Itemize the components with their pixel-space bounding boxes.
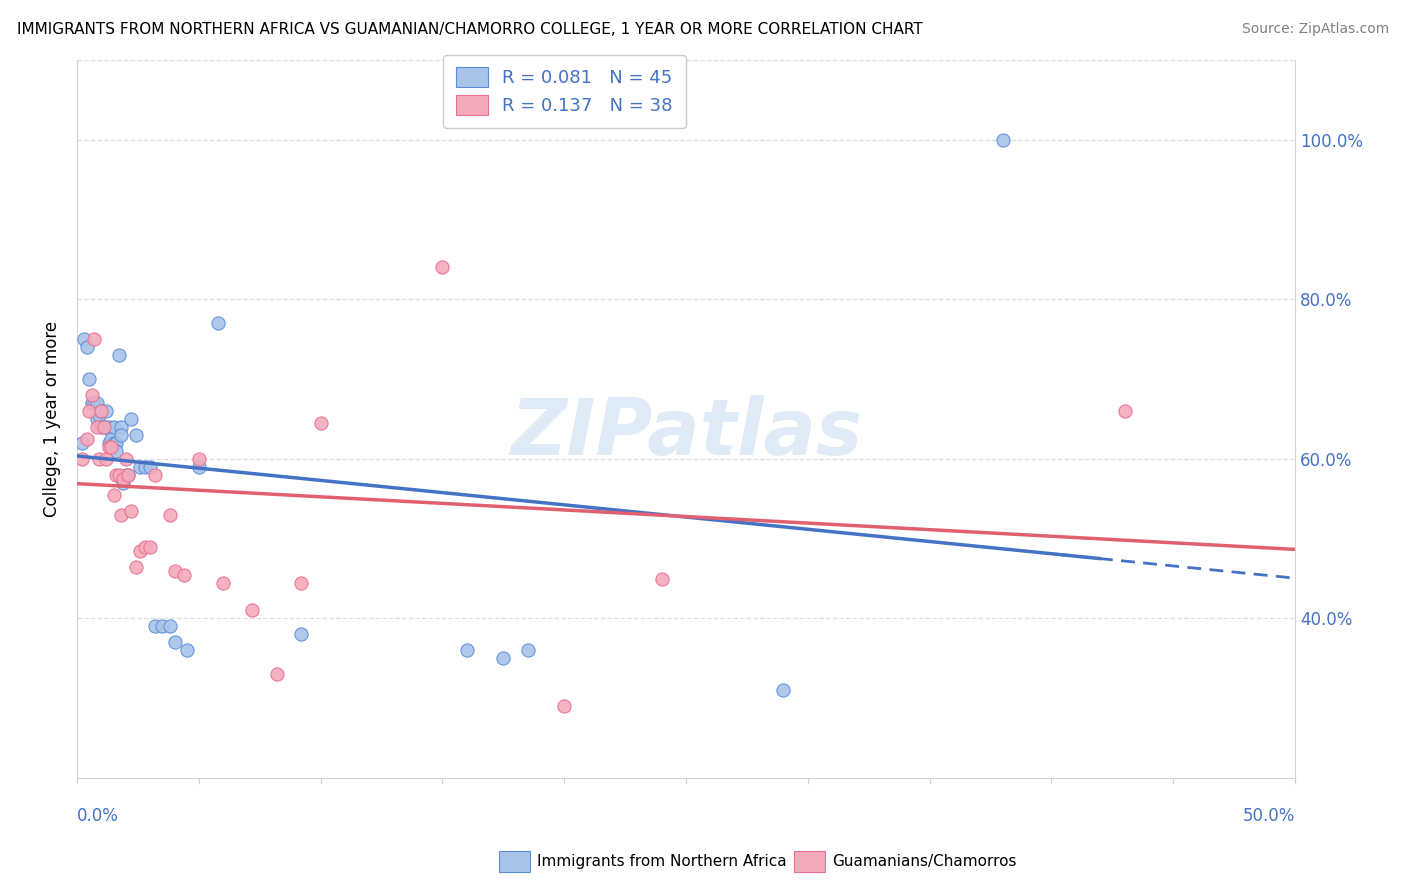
Point [105,435,128,450]
Text: ZIPatlas: ZIPatlas [510,395,862,471]
Point [105,443,128,458]
Point [114,451,136,466]
Point [97,440,120,454]
Point [100,440,122,454]
Text: 50.0%: 50.0% [1243,806,1295,825]
Point [110,428,132,442]
Point [651,572,673,586]
Point [242,603,264,617]
Point [290,627,312,641]
Point [772,683,794,698]
Point [432,260,454,275]
Point [105,467,128,482]
Point [117,467,139,482]
Point [290,575,312,590]
Point [129,459,152,474]
Point [86,412,108,426]
Point [212,575,235,590]
Point [87,451,110,466]
Point [150,619,173,633]
Text: IMMIGRANTS FROM NORTHERN AFRICA VS GUAMANIAN/CHAMORRO COLLEGE, 1 YEAR OR MORE CO: IMMIGRANTS FROM NORTHERN AFRICA VS GUAMA… [17,22,922,37]
Point [176,643,198,657]
Point [70,435,93,450]
Point [173,567,195,582]
Point [124,428,146,442]
Point [159,508,181,522]
Point [76,432,98,446]
Point [83,332,105,346]
Text: Guamanians/Chamorros: Guamanians/Chamorros [832,855,1017,869]
Point [163,564,186,578]
Point [70,451,93,466]
Point [83,396,105,410]
Point [456,643,478,657]
Text: Immigrants from Northern Africa: Immigrants from Northern Africa [537,855,787,869]
Point [120,504,142,518]
Point [187,451,209,466]
Point [143,619,166,633]
Point [516,643,538,657]
Point [100,432,122,446]
Point [143,467,166,482]
Point [90,404,112,418]
Point [93,420,115,434]
Point [114,467,136,482]
Point [1114,404,1136,418]
Point [77,372,100,386]
Point [553,699,575,714]
Point [97,420,120,434]
Point [90,404,112,418]
Point [266,667,288,681]
Point [86,396,108,410]
Point [96,451,118,466]
Point [139,540,162,554]
Point [103,435,125,450]
Point [309,416,332,430]
Point [96,420,118,434]
Point [134,540,156,554]
Point [187,459,209,474]
Point [163,635,186,649]
Y-axis label: College, 1 year or more: College, 1 year or more [44,321,60,517]
Point [129,543,152,558]
Point [73,332,96,346]
Point [77,404,100,418]
Point [124,559,146,574]
Point [86,420,108,434]
Point [80,396,103,410]
Point [139,459,162,474]
Point [134,459,156,474]
Point [112,472,135,486]
Point [207,316,229,330]
Point [107,467,129,482]
Point [103,420,125,434]
Point [991,133,1014,147]
Point [110,420,132,434]
Point [90,420,112,434]
Point [120,412,142,426]
Point [159,619,181,633]
Point [87,408,110,422]
Text: 0.0%: 0.0% [77,806,120,825]
Point [80,388,103,402]
Point [112,475,135,490]
Point [76,340,98,354]
Point [97,435,120,450]
Point [117,467,139,482]
Text: Source: ZipAtlas.com: Source: ZipAtlas.com [1241,22,1389,37]
Point [93,420,115,434]
Legend: R = 0.081   N = 45, R = 0.137   N = 38: R = 0.081 N = 45, R = 0.137 N = 38 [443,54,686,128]
Point [107,348,129,362]
Point [96,404,118,418]
Point [492,651,515,665]
Point [110,508,132,522]
Point [103,488,125,502]
